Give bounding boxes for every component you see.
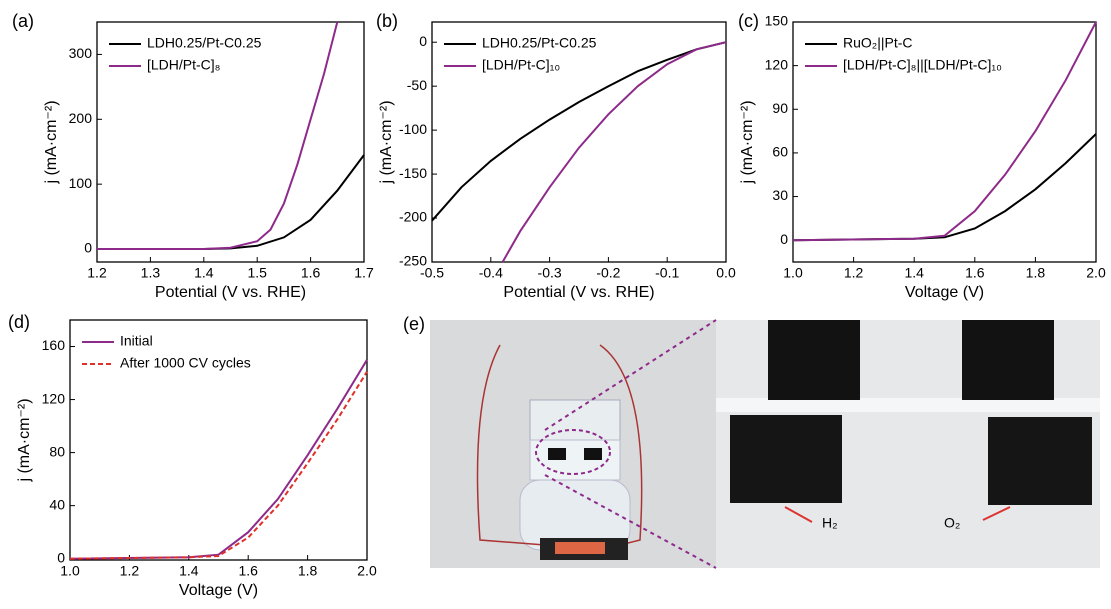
x-tick-label: 0.0 [716, 265, 736, 281]
y-tick-label: 200 [69, 110, 93, 126]
x-tick-label: 1.3 [141, 265, 161, 281]
x-tick-label: 1.6 [238, 563, 258, 579]
y-tick-label: -50 [407, 77, 427, 93]
legend-label: Initial [120, 333, 153, 349]
panel-label: (b) [376, 11, 398, 31]
x-axis-label: Potential (V vs. RHE) [503, 284, 654, 301]
x-tick-label: -0.3 [538, 265, 562, 281]
series-line [69, 359, 368, 560]
zoom-ellipse [535, 429, 611, 475]
electrode-top [962, 320, 1054, 400]
legend-label: [LDH/Pt-C]₈ [147, 57, 220, 73]
arrow [784, 506, 813, 523]
series-line [97, 21, 339, 250]
x-tick-label: -0.1 [655, 265, 679, 281]
legend-label: RuO₂||Pt-C [843, 35, 913, 51]
x-tick-label: 2.0 [1086, 265, 1106, 281]
panel-label: (a) [12, 11, 34, 31]
wires [476, 344, 643, 546]
photo-panel: (e) H₂ O₂ [403, 314, 1100, 569]
y-tick-label: 0 [57, 549, 65, 565]
legend-label: After 1000 CV cycles [120, 355, 251, 371]
series-line [501, 41, 727, 263]
legend-label: LDH0.25/Pt-C0.25 [147, 35, 262, 51]
zoom-line [544, 474, 717, 569]
y-tick-label: 60 [772, 144, 788, 160]
series-line [97, 154, 365, 250]
y-axis-label: j (mA·cm⁻²) [43, 100, 60, 184]
x-tick-label: 2.0 [357, 563, 377, 579]
zoom-line [544, 319, 717, 431]
x-tick-label: -0.2 [596, 265, 620, 281]
electrode [584, 448, 602, 460]
series-line [69, 371, 368, 560]
x-tick-label: 1.2 [87, 265, 107, 281]
x-tick-label: 1.6 [965, 265, 985, 281]
x-tick-label: 1.8 [298, 563, 318, 579]
plot-frame [96, 21, 365, 263]
annotation: O₂ [944, 515, 960, 531]
annotation: H₂ [822, 515, 838, 531]
x-tick-label: 1.4 [194, 265, 214, 281]
series-line [792, 133, 1097, 242]
panel-label: (e) [403, 314, 425, 334]
electrode [548, 448, 566, 460]
water-surface [716, 398, 1100, 412]
x-axis-label: Voltage (V) [179, 582, 258, 599]
arrow [982, 506, 1011, 521]
y-tick-label: -250 [399, 253, 427, 269]
y-tick-label: 0 [419, 33, 427, 49]
x-tick-label: 1.6 [301, 265, 321, 281]
jar-lid [529, 399, 621, 441]
y-tick-label: 30 [772, 187, 788, 203]
y-tick-label: 0 [84, 240, 92, 256]
y-tick-label: -200 [399, 209, 427, 225]
y-tick-label: 150 [765, 13, 789, 29]
y-tick-label: 100 [69, 175, 93, 191]
y-tick-label: -100 [399, 121, 427, 137]
x-tick-label: 1.5 [247, 265, 267, 281]
anode [988, 417, 1092, 505]
legend-label: [LDH/Pt-C]₈||[LDH/Pt-C]₁₀ [843, 57, 1002, 73]
x-axis-label: Potential (V vs. RHE) [155, 284, 306, 301]
x-tick-label: 1.8 [1026, 265, 1046, 281]
x-tick-label: 1.7 [354, 265, 374, 281]
y-tick-label: 80 [49, 443, 65, 459]
x-tick-label: 1.2 [844, 265, 864, 281]
x-axis-label: Voltage (V) [905, 284, 984, 301]
y-tick-label: 40 [49, 496, 65, 512]
panel-label: (c) [738, 11, 759, 31]
x-tick-label: 1.4 [179, 563, 199, 579]
legend-label: LDH0.25/Pt-C0.25 [482, 35, 597, 51]
y-axis-label: j (mA·cm⁻²) [739, 100, 756, 184]
y-tick-label: 160 [42, 337, 66, 353]
legend-label: [LDH/Pt-C]₁₀ [482, 57, 560, 73]
y-tick-label: 90 [772, 100, 788, 116]
x-tick-label: 1.2 [120, 563, 140, 579]
x-tick-label: 1.0 [783, 265, 803, 281]
cathode [730, 415, 842, 503]
y-tick-label: -150 [399, 165, 427, 181]
y-tick-label: 120 [42, 390, 66, 406]
plot-frame [69, 319, 368, 561]
x-tick-label: -0.5 [420, 265, 444, 281]
x-tick-label: -0.4 [479, 265, 503, 281]
series-line [792, 21, 1097, 242]
y-tick-label: 0 [780, 231, 788, 247]
electrode-top [768, 320, 860, 400]
y-axis-label: j (mA·cm⁻²) [378, 100, 395, 184]
battery [555, 542, 605, 554]
x-tick-label: 1.0 [60, 563, 80, 579]
panel-label: (d) [8, 312, 30, 332]
plot-frame [792, 21, 1097, 263]
y-axis-label: j (mA·cm⁻²) [16, 398, 33, 482]
x-tick-label: 1.4 [904, 265, 924, 281]
y-tick-label: 300 [69, 45, 93, 61]
series-line [431, 41, 727, 222]
y-tick-label: 120 [765, 56, 789, 72]
plot-frame [431, 21, 727, 263]
